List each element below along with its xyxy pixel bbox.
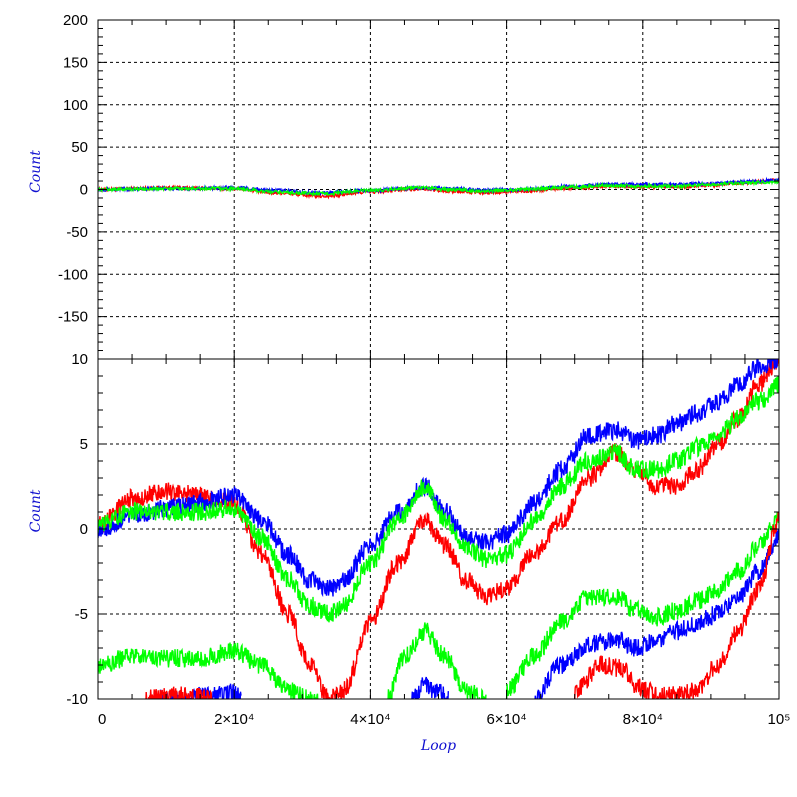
label-layer: -150-100-50050100150200Count-10-50510Cou…	[28, 12, 790, 754]
series-line	[98, 178, 779, 197]
x-tick-label: 8×10⁴	[623, 711, 663, 728]
y-tick-label: -50	[66, 224, 88, 241]
y-axis-title: Count	[28, 150, 44, 193]
x-tick-label: 2×10⁴	[214, 711, 254, 728]
y-tick-label: 150	[63, 54, 88, 71]
y-tick-label: -150	[58, 309, 88, 326]
plot-frame	[97, 358, 780, 700]
y-tick-label: 10	[71, 351, 88, 368]
series-line	[98, 359, 779, 598]
frame-layer	[97, 19, 780, 700]
series-line	[574, 512, 779, 699]
series-line	[98, 375, 779, 623]
series-line	[98, 642, 320, 699]
x-tick-label: 6×10⁴	[486, 711, 526, 728]
y-tick-label: 5	[80, 436, 88, 453]
y-tick-label: 200	[63, 12, 88, 29]
series-line	[411, 676, 449, 699]
y-tick-label: -10	[66, 691, 88, 708]
series-line	[505, 512, 779, 699]
x-tick-label: 10⁵	[768, 711, 791, 728]
series-line	[145, 686, 213, 699]
y-tick-label: 100	[63, 97, 88, 114]
y-tick-label: 50	[71, 139, 88, 156]
series-group	[98, 359, 779, 699]
y-tick-label: 0	[80, 182, 88, 199]
y-tick-label: -5	[75, 606, 88, 623]
y-axis-title: Count	[28, 489, 44, 532]
y-tick-label: 0	[80, 521, 88, 538]
series-line	[98, 359, 779, 699]
series-layer	[98, 176, 779, 699]
series-line	[534, 528, 779, 699]
x-tick-label: 4×10⁴	[350, 711, 390, 728]
x-axis-title: Loop	[420, 738, 456, 754]
series-line	[387, 622, 487, 699]
x-tick-label: 0	[98, 711, 106, 728]
y-tick-label: -100	[58, 266, 88, 283]
series-group	[98, 176, 779, 200]
